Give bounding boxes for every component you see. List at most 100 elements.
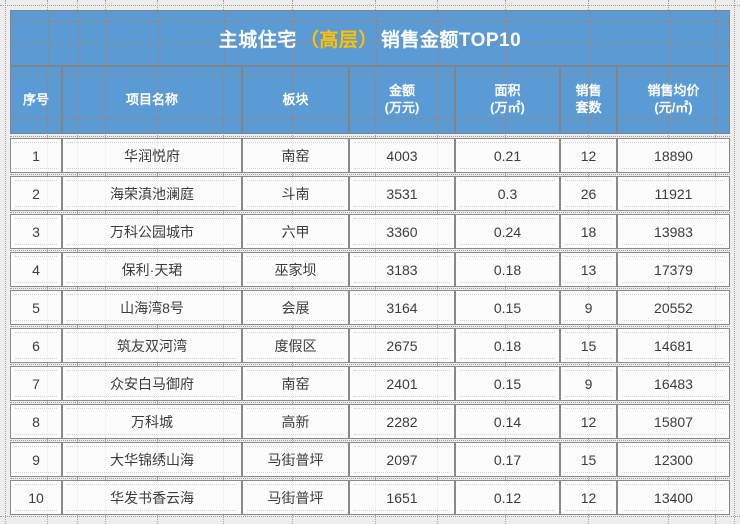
cell-area: 0.12 <box>455 480 560 515</box>
cell-project-name: 万科公园城市 <box>62 214 242 249</box>
cell-district: 斗南 <box>242 176 349 211</box>
gridline-horizontal <box>10 75 730 76</box>
gridline-vertical <box>47 66 48 134</box>
table-body: 1 华润悦府 南窑 4003 0.21 12 18890 2 海荣滇池澜庭 斗南… <box>10 136 730 515</box>
cell-units-sold: 18 <box>560 214 617 249</box>
gridline-vertical <box>438 11 439 65</box>
column-header-cell: 销售均价 (元/㎡) <box>617 66 730 134</box>
column-header-line2: (万㎡) <box>490 100 525 115</box>
column-header-line1: 项目名称 <box>125 91 178 107</box>
gridline-vertical <box>376 11 377 65</box>
column-header-cell: 项目名称 <box>62 66 242 134</box>
cell-area: 0.24 <box>455 214 560 249</box>
cell-district: 六甲 <box>242 214 349 249</box>
cell-amount: 2401 <box>349 366 455 401</box>
cell-amount: 2675 <box>349 328 455 363</box>
column-header-line1: 销售 <box>575 83 602 99</box>
cell-district: 度假区 <box>242 328 349 363</box>
cell-district: 高新 <box>242 404 349 439</box>
gridline-vertical <box>105 66 106 134</box>
cell-project-name: 筑友双河湾 <box>62 328 242 363</box>
gridline-horizontal <box>10 118 730 119</box>
gridline-vertical <box>77 66 78 134</box>
cell-rank: 10 <box>10 480 62 515</box>
cell-amount: 3183 <box>349 252 455 287</box>
cell-area: 0.3 <box>455 176 560 211</box>
title-prefix: 主城住宅 <box>218 29 297 51</box>
column-header-cell: 面积 (万㎡) <box>455 66 560 134</box>
table-row: 6 筑友双河湾 度假区 2675 0.18 15 14681 <box>10 326 730 363</box>
cell-district: 巫家坝 <box>242 252 349 287</box>
cell-amount: 2097 <box>349 442 455 477</box>
column-header-line2: (元/㎡) <box>654 100 693 115</box>
cell-project-name: 华发书香云海 <box>62 480 242 515</box>
cell-district: 南窑 <box>242 138 349 173</box>
table-row: 4 保利·天珺 巫家坝 3183 0.18 13 17379 <box>10 250 730 287</box>
column-header-line1: 板块 <box>282 91 309 107</box>
cell-area: 0.18 <box>455 252 560 287</box>
cell-project-name: 万科城 <box>62 404 242 439</box>
cell-project-name: 华润悦府 <box>62 138 242 173</box>
cell-avg-price: 13400 <box>617 480 730 515</box>
cell-district: 马街普坪 <box>242 442 349 477</box>
cell-area: 0.14 <box>455 404 560 439</box>
table-row: 2 海荣滇池澜庭 斗南 3531 0.3 26 11921 <box>10 174 730 211</box>
cell-district: 会展 <box>242 290 349 325</box>
cell-rank: 1 <box>10 138 62 173</box>
cell-rank: 9 <box>10 442 62 477</box>
cell-rank: 4 <box>10 252 62 287</box>
cell-avg-price: 12300 <box>617 442 730 477</box>
cell-amount: 2282 <box>349 404 455 439</box>
gridline-vertical <box>589 11 590 65</box>
cell-rank: 5 <box>10 290 62 325</box>
cell-amount: 4003 <box>349 138 455 173</box>
cell-rank: 8 <box>10 404 62 439</box>
table-row: 10 华发书香云海 马街普坪 1651 0.12 12 13400 <box>10 478 730 515</box>
cell-units-sold: 26 <box>560 176 617 211</box>
gridline-vertical <box>668 66 669 134</box>
cell-avg-price: 14681 <box>617 328 730 363</box>
gridline-vertical <box>715 66 716 134</box>
gridline-vertical <box>158 11 159 65</box>
cell-district: 南窑 <box>242 366 349 401</box>
cell-area: 0.15 <box>455 290 560 325</box>
table-row: 3 万科公园城市 六甲 3360 0.24 18 13983 <box>10 212 730 249</box>
table-row: 9 大华锦绣山海 马街普坪 2097 0.17 15 12300 <box>10 440 730 477</box>
cell-area: 0.15 <box>455 366 560 401</box>
gridline-horizontal <box>11 21 729 22</box>
title-suffix: 销售金额TOP10 <box>380 29 522 51</box>
cell-amount: 1651 <box>349 480 455 515</box>
gridline-vertical <box>106 11 107 65</box>
gridline-vertical <box>505 66 506 134</box>
table-row: 1 华润悦府 南窑 4003 0.21 12 18890 <box>10 136 730 173</box>
cell-avg-price: 15807 <box>617 404 730 439</box>
gridline-vertical <box>78 11 79 65</box>
column-header-cell: 金额 (万元) <box>349 66 455 134</box>
cell-project-name: 山海湾8号 <box>62 290 242 325</box>
table-row: 5 山海湾8号 会展 3164 0.15 9 20552 <box>10 288 730 325</box>
cell-units-sold: 13 <box>560 252 617 287</box>
cell-units-sold: 12 <box>560 404 617 439</box>
cell-avg-price: 16483 <box>617 366 730 401</box>
cell-avg-price: 17379 <box>617 252 730 287</box>
cell-amount: 3164 <box>349 290 455 325</box>
gridline-vertical <box>588 66 589 134</box>
sales-top10-table: 主城住宅 （高层） 销售金额TOP10 序号 项目名称 板块 金额 (万元) 面… <box>10 10 730 515</box>
table-row: 7 众安白马御府 南窑 2401 0.15 9 16483 <box>10 364 730 401</box>
cell-avg-price: 11921 <box>617 176 730 211</box>
table-title-bar: 主城住宅 （高层） 销售金额TOP10 <box>10 10 730 66</box>
cell-district: 马街普坪 <box>242 480 349 515</box>
column-header-cell: 板块 <box>242 66 349 134</box>
gridline-vertical <box>506 11 507 65</box>
cell-avg-price: 13983 <box>617 214 730 249</box>
table-row: 8 万科城 高新 2282 0.14 12 15807 <box>10 402 730 439</box>
cell-units-sold: 15 <box>560 442 617 477</box>
cell-avg-price: 18890 <box>617 138 730 173</box>
gridline-vertical <box>669 11 670 65</box>
column-header-line1: 销售均价 <box>647 83 700 99</box>
cell-area: 0.18 <box>455 328 560 363</box>
column-header-row: 序号 项目名称 板块 金额 (万元) 面积 (万㎡) 销售 套数 销售均价 (元… <box>10 66 730 134</box>
cell-area: 0.21 <box>455 138 560 173</box>
gridline-vertical <box>293 11 294 65</box>
